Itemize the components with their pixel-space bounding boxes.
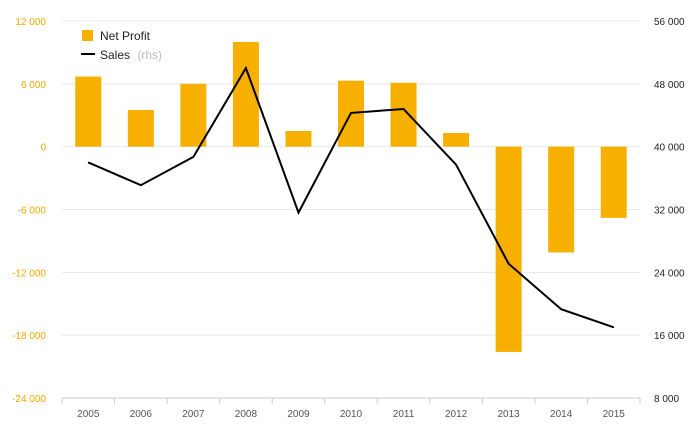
sales-line-series	[87, 65, 615, 329]
y-left-tick-label: -24 000	[12, 394, 46, 405]
y-left-tick-label: 0	[40, 143, 46, 154]
sales-point	[245, 67, 247, 69]
legend-net-profit-label: Net Profit	[100, 29, 151, 43]
y-right-tick-label: 8 000	[654, 394, 679, 405]
sales-point	[613, 326, 615, 328]
sales-point	[508, 263, 510, 265]
x-tick-label: 2007	[182, 409, 205, 420]
x-tick-label: 2011	[393, 409, 415, 420]
y-right-tick-label: 32 000	[654, 206, 685, 217]
legend-sales-rhs: (rhs)	[137, 48, 162, 62]
net-profit-bar	[127, 110, 154, 147]
y-left-tick-label: -18 000	[12, 331, 46, 342]
y-right-tick-label: 40 000	[654, 143, 685, 154]
y-left-tick-label: -6 000	[18, 206, 47, 217]
sales-point	[560, 308, 562, 310]
x-tick-label: 2015	[603, 409, 626, 420]
x-tick-label: 2012	[445, 409, 468, 420]
legend-sales-name: Sales	[100, 48, 130, 62]
net-profit-bar	[600, 146, 627, 218]
y-right-tick-label: 56 000	[654, 17, 685, 28]
net-profit-bars	[75, 41, 627, 352]
y-left-tick-label: 12 000	[15, 17, 46, 28]
axes: 12 000 6 000 0 -6 000 -12 000 -18 000 -24 000 5…	[12, 17, 685, 420]
sales-point	[455, 164, 457, 166]
sales-point	[87, 161, 89, 163]
legend-sales-label: Sales (rhs)	[100, 48, 162, 62]
x-tick-label: 2014	[550, 409, 573, 420]
x-tick-label: 2006	[130, 409, 153, 420]
net-profit-bar	[180, 83, 207, 147]
y-left-tick-label: 6 000	[21, 80, 46, 91]
sales-point	[403, 108, 405, 110]
y-right-tick-label: 16 000	[654, 331, 685, 342]
net-profit-bar	[390, 82, 417, 147]
legend-net-profit-swatch	[82, 30, 93, 41]
net-profit-bar	[443, 133, 470, 147]
net-profit-bar	[285, 130, 312, 147]
sales-point	[297, 212, 299, 214]
y-right-tick-label: 24 000	[654, 268, 685, 279]
x-tick-label: 2008	[235, 409, 258, 420]
net-profit-bar	[495, 146, 522, 352]
net-profit-bar	[548, 146, 575, 253]
x-tick-label: 2010	[340, 409, 363, 420]
net-profit-bar	[75, 76, 102, 147]
x-tick-label: 2013	[498, 409, 521, 420]
y-left-tick-label: -12 000	[12, 268, 46, 279]
legend: Net Profit Sales (rhs)	[81, 29, 162, 62]
sales-point	[192, 156, 194, 158]
sales-point	[140, 184, 142, 186]
y-right-tick-label: 48 000	[654, 80, 685, 91]
sales-point	[350, 112, 352, 114]
x-tick-label: 2005	[77, 409, 100, 420]
x-tick-label: 2009	[287, 409, 310, 420]
